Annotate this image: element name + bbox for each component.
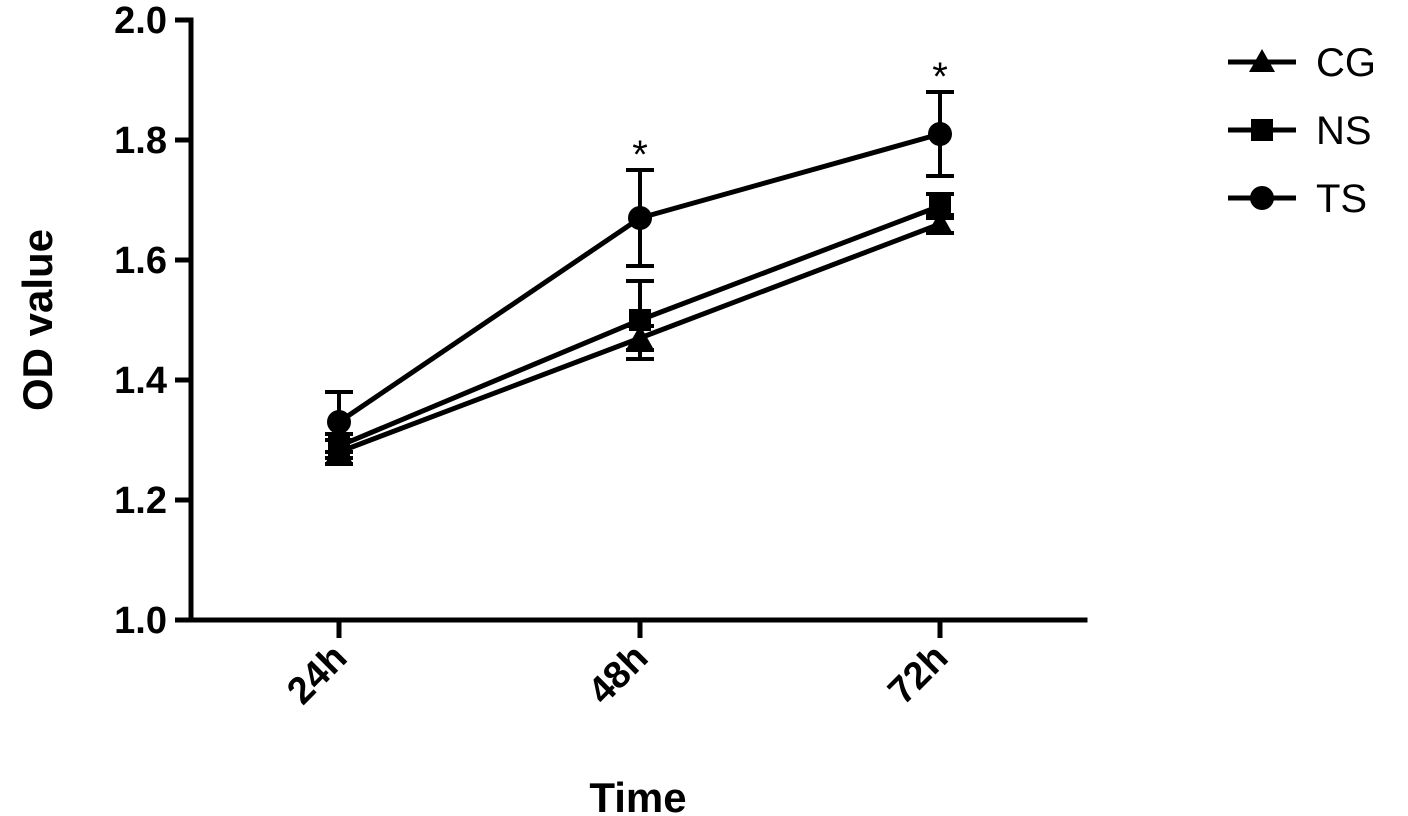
data-point bbox=[629, 309, 651, 331]
x-tick-label: 72h bbox=[880, 637, 956, 713]
y-tick-label: 2.0 bbox=[114, 0, 167, 42]
y-tick-label: 1.2 bbox=[114, 480, 167, 522]
y-ticks: 1.0 1.2 1.4 1.6 1.8 2.0 bbox=[114, 0, 191, 642]
data-point bbox=[628, 206, 652, 230]
x-ticks: 24h 48h 72h bbox=[279, 620, 956, 713]
legend: CG NS TS bbox=[1228, 41, 1376, 221]
legend-item-TS: TS bbox=[1228, 177, 1367, 221]
legend-item-NS: NS bbox=[1228, 109, 1372, 153]
x-tick-label: 48h bbox=[580, 637, 656, 713]
data-point bbox=[928, 122, 952, 146]
legend-label: NS bbox=[1316, 109, 1372, 153]
x-tick-label: 24h bbox=[279, 637, 355, 713]
legend-label: TS bbox=[1316, 177, 1367, 221]
significance-marker: * bbox=[632, 133, 648, 177]
data-point bbox=[327, 410, 351, 434]
y-tick-label: 1.6 bbox=[114, 240, 167, 282]
y-tick-label: 1.8 bbox=[114, 120, 167, 162]
x-axis-title: Time bbox=[589, 774, 686, 816]
y-axis-title: OD value bbox=[14, 229, 61, 411]
legend-item-CG: CG bbox=[1228, 41, 1376, 85]
series-NS bbox=[325, 192, 954, 460]
data-point bbox=[929, 195, 951, 217]
legend-label: CG bbox=[1316, 41, 1376, 85]
legend-marker bbox=[1249, 49, 1275, 72]
y-tick-label: 1.4 bbox=[114, 360, 167, 402]
series-layer bbox=[325, 90, 954, 466]
data-point bbox=[927, 211, 953, 234]
y-tick-label: 1.0 bbox=[114, 600, 167, 642]
series-TS bbox=[325, 90, 954, 454]
legend-marker bbox=[1251, 119, 1273, 141]
legend-marker bbox=[1250, 186, 1274, 210]
annotations: ** bbox=[632, 55, 948, 177]
significance-marker: * bbox=[932, 55, 948, 99]
